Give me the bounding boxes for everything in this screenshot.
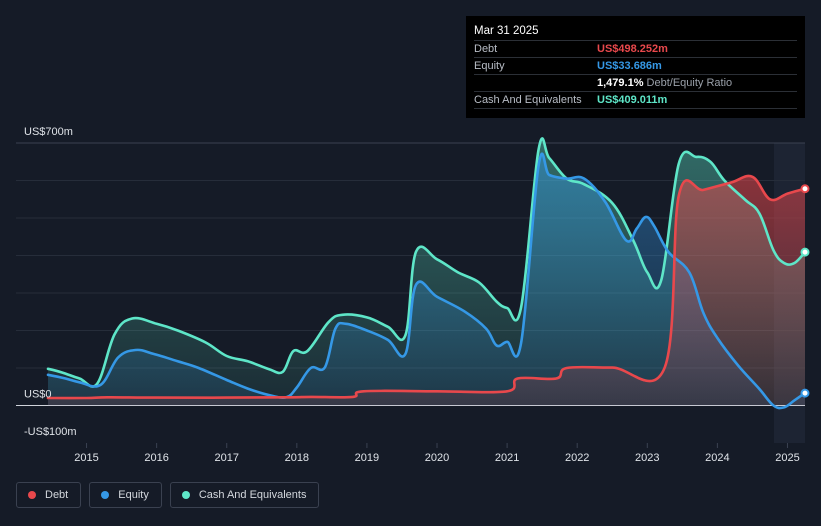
x-tick-label: 2016: [144, 452, 168, 464]
tooltip-cash-label: Cash And Equivalents: [474, 94, 582, 106]
data-tooltip: Mar 31 2025 Debt US$498.252m Equity US$3…: [466, 16, 805, 118]
legend-equity-dot: [101, 491, 110, 499]
x-tick-label: 2022: [565, 452, 589, 464]
tooltip-row-cash: Cash And Equivalents US$409.011m: [474, 91, 797, 109]
x-tick-label: 2025: [775, 452, 799, 464]
legend-item-cash[interactable]: Cash And Equivalents: [169, 482, 320, 508]
debt-end-marker: [800, 184, 810, 194]
x-tick-label: 2020: [425, 452, 449, 464]
tooltip-row-equity: Equity US$33.686m: [474, 57, 797, 74]
tooltip-date: Mar 31 2025: [474, 25, 539, 37]
cash-and-equivalents-line: [46, 137, 807, 388]
tooltip-debt-value: US$498.252m: [597, 43, 668, 55]
x-tick-label: 2024: [705, 452, 729, 464]
cash-and-equivalents-end-marker: [800, 247, 810, 257]
debt-line: [46, 174, 807, 400]
x-tick-label: 2019: [355, 452, 379, 464]
tooltip-cash-value: US$409.011m: [597, 94, 668, 106]
equity-area: [48, 153, 805, 409]
equity-end-marker: [800, 388, 810, 398]
x-tick-label: 2021: [495, 452, 519, 464]
x-tick-label: 2015: [74, 452, 98, 464]
legend-item-debt[interactable]: Debt: [16, 482, 82, 508]
x-tick-label: 2023: [635, 452, 659, 464]
tooltip-equity-label: Equity: [474, 60, 505, 72]
tooltip-equity-value: US$33.686m: [597, 60, 662, 72]
equity-line: [46, 152, 807, 410]
tooltip-row-ratio: 1,479.1% Debt/Equity Ratio: [474, 74, 797, 91]
legend-cash-dot: [181, 491, 190, 499]
legend-cash-label: Cash And Equivalents: [198, 489, 307, 501]
tooltip-row-debt: Debt US$498.252m: [474, 40, 797, 57]
legend-debt-label: Debt: [45, 489, 69, 501]
x-tick-label: 2017: [214, 452, 238, 464]
y-tick-label: US$0: [24, 389, 52, 401]
tooltip-ratio-caption: Debt/Equity Ratio: [646, 77, 733, 89]
y-tick-label: -US$100m: [24, 426, 77, 438]
x-tick-label: 2018: [285, 452, 309, 464]
chart-legend: Debt Equity Cash And Equivalents: [16, 482, 320, 508]
tooltip-debt-label: Debt: [474, 43, 498, 55]
legend-item-equity[interactable]: Equity: [89, 482, 162, 508]
debt-area: [48, 175, 805, 406]
tooltip-ratio-label: [474, 75, 597, 91]
tooltip-ratio-value: 1,479.1%: [597, 77, 644, 89]
legend-equity-label: Equity: [118, 489, 149, 501]
legend-debt-dot: [28, 491, 36, 499]
y-tick-label: US$700m: [24, 126, 73, 138]
